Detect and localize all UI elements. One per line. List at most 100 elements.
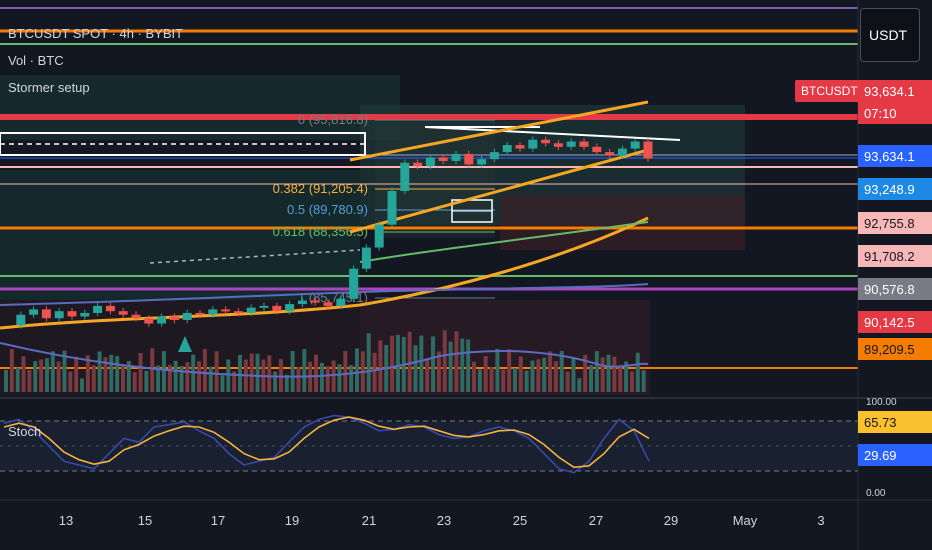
channel-upper [349, 100, 649, 162]
volume-bar [635, 352, 640, 392]
volume-bar [167, 364, 172, 392]
price-axis-tag: 07:10 [858, 102, 932, 124]
candle-body [553, 143, 563, 147]
volume-bar [618, 365, 623, 392]
volume-bar [121, 365, 125, 392]
volume-bar [115, 356, 120, 392]
volume-bar [197, 361, 202, 392]
volume-bar [144, 370, 149, 392]
volume-bar [290, 350, 295, 392]
volume-bar [512, 368, 517, 392]
volume-bar [518, 356, 523, 392]
price-axis-tag: 90,142.5 [858, 311, 932, 333]
price-axis-tag: 65.73 [858, 411, 932, 433]
volume-bar [161, 351, 166, 392]
volume-bar [214, 351, 219, 392]
candle-body [387, 190, 397, 225]
volume-bar [267, 355, 272, 392]
volume-bar [238, 354, 242, 392]
volume-bar [349, 365, 354, 392]
candle-body [515, 145, 525, 149]
volume-bar [606, 354, 611, 392]
volume-bar [255, 353, 260, 392]
candle-body [323, 302, 333, 306]
volume-bar [109, 354, 114, 392]
volume-bar [553, 361, 558, 392]
volume-bar [629, 371, 634, 392]
volume-bar [220, 375, 225, 392]
volume-bar [366, 333, 371, 392]
fib-label: 0.5 (89,780.9) [287, 202, 368, 217]
volume-bar [577, 378, 582, 392]
candle-body [477, 159, 487, 165]
candle-body [502, 145, 512, 153]
volume-bar [559, 350, 564, 392]
volume-bar [565, 371, 570, 392]
volume-bar [460, 338, 465, 392]
candle-body [528, 139, 538, 149]
volume-bar [425, 358, 430, 392]
volume-bar [641, 370, 646, 392]
volume-bar [278, 359, 283, 392]
volume-bar [15, 367, 20, 392]
volume-bar [624, 361, 629, 392]
candle-body [297, 300, 307, 305]
volume-bar [542, 357, 547, 392]
candle-body [285, 304, 295, 312]
price-axis-tag: 93,634.1 [858, 80, 932, 102]
fib-label: 0.382 (91,205.4) [273, 181, 368, 196]
volume-bar [583, 354, 588, 392]
volume-bar [436, 351, 441, 392]
volume-bar [331, 360, 336, 392]
volume-bar [571, 357, 576, 392]
candle-body [541, 139, 551, 144]
volume-bar [448, 341, 453, 392]
volume-bar [589, 365, 593, 392]
x-tick-label: 29 [663, 513, 679, 528]
volume-bar [80, 378, 85, 392]
volume-bar [395, 334, 400, 392]
x-tick-label: May [732, 513, 758, 528]
candle-body [336, 298, 346, 306]
volume-bar [472, 361, 476, 392]
volume-bar [126, 360, 131, 392]
volume-bar [594, 351, 599, 392]
volume-bar [150, 348, 155, 392]
volume-bar [296, 366, 301, 392]
volume-bar [85, 355, 90, 392]
candle-body [118, 311, 128, 315]
stormer-setup-legend[interactable]: Stormer setup [8, 80, 90, 95]
candle-body [310, 300, 320, 303]
volume-bar [4, 370, 8, 392]
volume-bar [179, 366, 184, 392]
stoch-legend[interactable]: Stoch [8, 424, 42, 439]
candle-body [246, 307, 256, 313]
candle-body [233, 311, 243, 314]
volume-bar [489, 366, 494, 392]
symbol-title[interactable]: BTCUSDT SPOT · 4h · BYBIT [8, 26, 184, 41]
volume-bar [173, 360, 178, 392]
volume-bar [97, 351, 102, 392]
volume-bar [390, 335, 395, 392]
volume-bar [337, 364, 342, 392]
volume-bar [495, 348, 500, 392]
volume-bar [548, 351, 553, 392]
volume-bar [454, 331, 459, 392]
candle-body [80, 312, 90, 317]
volume-bar [27, 370, 32, 392]
volume-bar [226, 359, 231, 392]
currency-button[interactable]: USDT [860, 8, 920, 62]
price-axis-tag: 93,634.1 [858, 145, 932, 167]
x-tick-label: 25 [512, 513, 528, 528]
candle-body [605, 152, 615, 156]
volume-bar [9, 348, 14, 392]
x-tick-label: 15 [137, 513, 153, 528]
volume-legend[interactable]: Vol · BTC [8, 53, 64, 68]
volume-bar [501, 369, 506, 392]
volume-bar [39, 359, 44, 392]
symbol-price-tag: BTCUSDT [795, 80, 864, 102]
volume-bar [343, 351, 348, 392]
candle-body [374, 224, 384, 248]
stoch-axis-top: 100.00 [866, 397, 897, 408]
